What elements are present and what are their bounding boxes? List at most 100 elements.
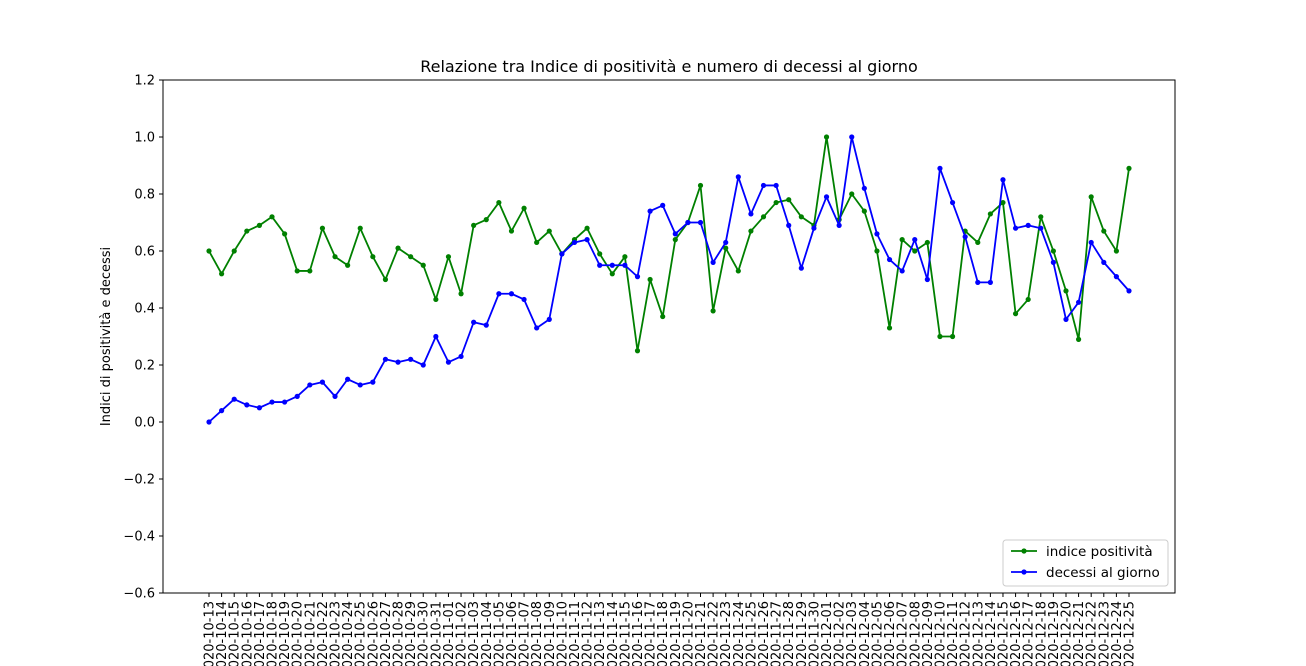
data-point xyxy=(773,182,779,189)
x-tick-label: 2020-12-05 xyxy=(870,601,885,666)
data-point xyxy=(937,333,943,340)
data-point xyxy=(886,325,893,331)
x-tick-label: 2020-10-16 xyxy=(240,601,255,666)
x-tick-label: 2020-12-25 xyxy=(1123,601,1138,666)
data-point xyxy=(899,237,905,243)
data-point xyxy=(697,182,704,189)
data-point xyxy=(874,248,880,254)
x-tick-label: 2020-11-14 xyxy=(606,601,621,666)
x-tick-label: 2020-11-16 xyxy=(631,601,646,666)
data-point xyxy=(496,291,502,297)
data-point xyxy=(546,228,552,234)
x-tick-label: 2020-11-03 xyxy=(467,601,482,666)
x-tick-label: 2020-10-29 xyxy=(404,601,419,666)
data-point xyxy=(1088,194,1094,200)
x-tick-label: 2020-11-15 xyxy=(618,601,633,666)
legend-label-positivity: indice positività xyxy=(1046,544,1153,560)
data-point xyxy=(584,237,590,243)
data-point xyxy=(924,276,930,283)
x-tick-label: 2020-12-24 xyxy=(1110,601,1125,666)
data-point xyxy=(647,208,653,214)
data-point xyxy=(282,231,288,237)
data-point xyxy=(231,396,237,402)
x-tick-label: 2020-12-17 xyxy=(1022,601,1037,666)
data-point xyxy=(672,231,678,237)
data-point xyxy=(1113,248,1119,254)
data-point xyxy=(1038,225,1044,231)
data-point xyxy=(319,379,326,385)
data-point xyxy=(219,408,225,414)
x-tick-label: 2020-11-10 xyxy=(555,601,570,666)
x-tick-label: 2020-11-27 xyxy=(770,601,785,666)
data-point xyxy=(609,271,615,277)
x-tick-label: 2020-11-19 xyxy=(669,601,684,666)
data-point xyxy=(508,291,515,297)
x-tick-label: 2020-11-01 xyxy=(442,601,457,666)
x-tick-label: 2020-10-21 xyxy=(303,601,318,666)
data-point xyxy=(546,316,552,322)
data-point xyxy=(206,248,212,254)
x-tick-label: 2020-10-25 xyxy=(354,601,369,666)
data-point xyxy=(345,376,351,382)
y-tick-label: 0.0 xyxy=(134,416,155,431)
data-point xyxy=(244,402,250,408)
data-point xyxy=(420,362,426,368)
x-tick-label: 2020-11-08 xyxy=(530,601,545,666)
data-point xyxy=(294,268,300,274)
plot-series xyxy=(206,134,1132,425)
data-point xyxy=(206,419,212,425)
data-point xyxy=(282,399,288,405)
x-tick-label: 2020-11-11 xyxy=(568,601,583,666)
data-point xyxy=(622,262,628,268)
legend-box xyxy=(1002,539,1169,587)
data-point xyxy=(408,254,414,260)
data-point xyxy=(534,239,540,246)
data-point xyxy=(786,222,792,228)
data-point xyxy=(445,254,452,260)
data-point xyxy=(256,405,263,411)
data-point xyxy=(760,182,767,189)
x-tick-label: 2020-11-07 xyxy=(518,601,533,666)
data-point xyxy=(672,237,678,243)
data-point xyxy=(811,225,817,231)
data-point xyxy=(1126,288,1132,294)
data-point xyxy=(861,208,867,214)
x-tick-label: 2020-11-26 xyxy=(757,601,772,666)
data-point xyxy=(874,231,880,237)
x-tick-label: 2020-10-30 xyxy=(417,601,432,666)
data-point xyxy=(1075,299,1082,305)
data-point xyxy=(483,322,489,328)
data-point xyxy=(345,262,351,268)
data-point xyxy=(395,359,401,365)
x-tick-label: 2020-11-12 xyxy=(581,601,596,666)
x-tick-label: 2020-12-22 xyxy=(1085,601,1100,666)
data-point xyxy=(370,254,376,260)
data-point xyxy=(685,219,691,226)
data-point xyxy=(697,219,704,226)
x-tick-label: 2020-11-18 xyxy=(656,601,671,666)
data-point xyxy=(1126,165,1132,171)
y-tick-label: 0.4 xyxy=(134,302,155,317)
x-axis: 2020-10-132020-10-142020-10-152020-10-16… xyxy=(203,593,1138,666)
x-tick-label: 2020-10-19 xyxy=(278,601,293,666)
data-point xyxy=(521,205,527,211)
x-tick-label: 2020-10-23 xyxy=(329,601,344,666)
x-tick-label: 2020-12-02 xyxy=(833,601,848,666)
data-point xyxy=(912,237,918,243)
x-tick-label: 2020-12-01 xyxy=(820,601,835,666)
data-point xyxy=(382,356,389,362)
x-tick-label: 2020-12-06 xyxy=(883,601,898,666)
x-tick-label: 2020-11-24 xyxy=(732,601,747,666)
data-point xyxy=(949,333,956,340)
data-point xyxy=(975,279,981,285)
x-tick-label: 2020-12-11 xyxy=(946,601,961,666)
data-point xyxy=(1088,239,1094,246)
data-point xyxy=(723,245,729,251)
data-point xyxy=(307,268,313,274)
data-point xyxy=(975,239,981,246)
data-point xyxy=(1025,296,1031,303)
y-tick-label: 1.0 xyxy=(134,131,155,146)
x-tick-label: 2020-10-18 xyxy=(266,601,281,666)
data-point xyxy=(861,185,867,191)
data-point xyxy=(269,214,275,220)
